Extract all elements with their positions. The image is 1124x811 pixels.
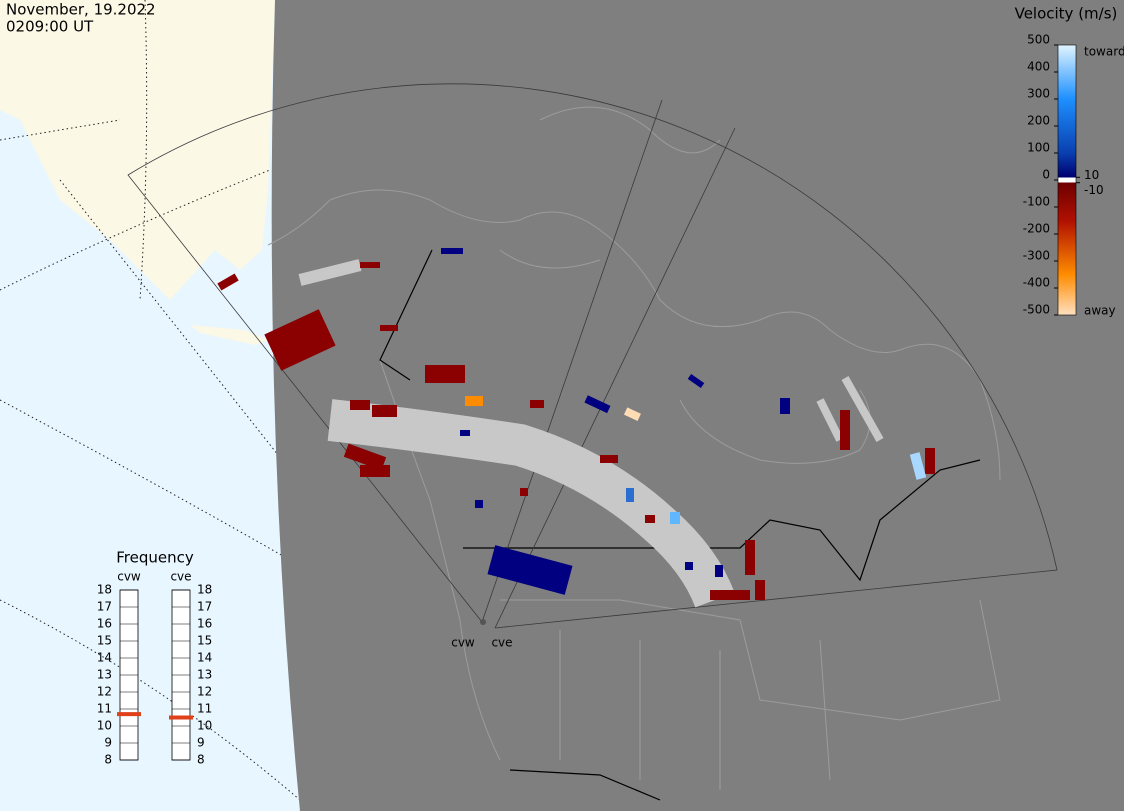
land xyxy=(0,0,275,300)
frequency-tick-label: 18 xyxy=(97,583,112,597)
frequency-title: Frequency xyxy=(116,549,194,567)
frequency-tick-label: 11 xyxy=(197,702,212,716)
date: November, 19.2022 xyxy=(6,1,156,19)
frequency-tick-label: 13 xyxy=(197,668,212,682)
colorbar-tick-label: 10 xyxy=(1084,168,1099,182)
frequency-tick-label: 10 xyxy=(97,719,112,733)
latitude-lines xyxy=(0,0,301,801)
colorbar-end-label: away xyxy=(1084,304,1116,318)
frequency-tick-label: 8 xyxy=(197,753,205,767)
colorbar xyxy=(1057,44,1077,316)
frequency-tick-label: 10 xyxy=(197,719,212,733)
radar-label: cvw xyxy=(451,636,475,650)
frequency-radar: cve xyxy=(170,570,191,584)
colorbar-tick-label: 200 xyxy=(1027,114,1050,128)
radar-site xyxy=(480,619,486,625)
colorbar-tick-label: 500 xyxy=(1027,33,1050,47)
colorbar-tick-label: 400 xyxy=(1027,60,1050,74)
frequency-tick-label: 11 xyxy=(97,702,112,716)
frequency-tick-label: 15 xyxy=(97,634,112,648)
frequency-tick-label: 8 xyxy=(104,753,112,767)
frequency-tick-label: 13 xyxy=(97,668,112,682)
colorbar-tick-label: -10 xyxy=(1084,183,1104,197)
frequency-tick-label: 9 xyxy=(197,736,205,750)
colorbar-tick-label: -400 xyxy=(1023,276,1050,290)
frequency-tick-label: 14 xyxy=(97,651,112,665)
radar-label: cve xyxy=(491,636,512,650)
land xyxy=(190,325,268,345)
colorbar-tick-label: -500 xyxy=(1023,303,1050,317)
colorbar-title: Velocity (m/s) xyxy=(1015,5,1118,23)
night-region xyxy=(271,0,1124,811)
time: 0209:00 UT xyxy=(6,18,94,36)
frequency-radar: cvw xyxy=(117,570,141,584)
frequency-tick-label: 15 xyxy=(197,634,212,648)
frequency-tick-label: 17 xyxy=(197,600,212,614)
frequency-tick-label: 9 xyxy=(104,736,112,750)
frequency-tick-label: 16 xyxy=(97,617,112,631)
colorbar-tick-label: 0 xyxy=(1042,168,1050,182)
frequency-tick-label: 18 xyxy=(197,583,212,597)
colorbar-tick-label: 300 xyxy=(1027,87,1050,101)
scatter-cells xyxy=(217,248,935,608)
fields-of-view xyxy=(127,83,1058,629)
colorbar-tick-label: -300 xyxy=(1023,249,1050,263)
frequency-tick-label: 12 xyxy=(197,685,212,699)
frequency-tick-label: 16 xyxy=(197,617,212,631)
colorbar-end-label: toward xyxy=(1084,45,1124,59)
frequency-tick-label: 12 xyxy=(97,685,112,699)
colorbar-tick-label: -100 xyxy=(1023,195,1050,209)
colorbar-tick-label: 100 xyxy=(1027,141,1050,155)
colorbar-tick-label: -200 xyxy=(1023,222,1050,236)
frequency-tick-label: 17 xyxy=(97,600,112,614)
frequency-tick-label: 14 xyxy=(197,651,212,665)
